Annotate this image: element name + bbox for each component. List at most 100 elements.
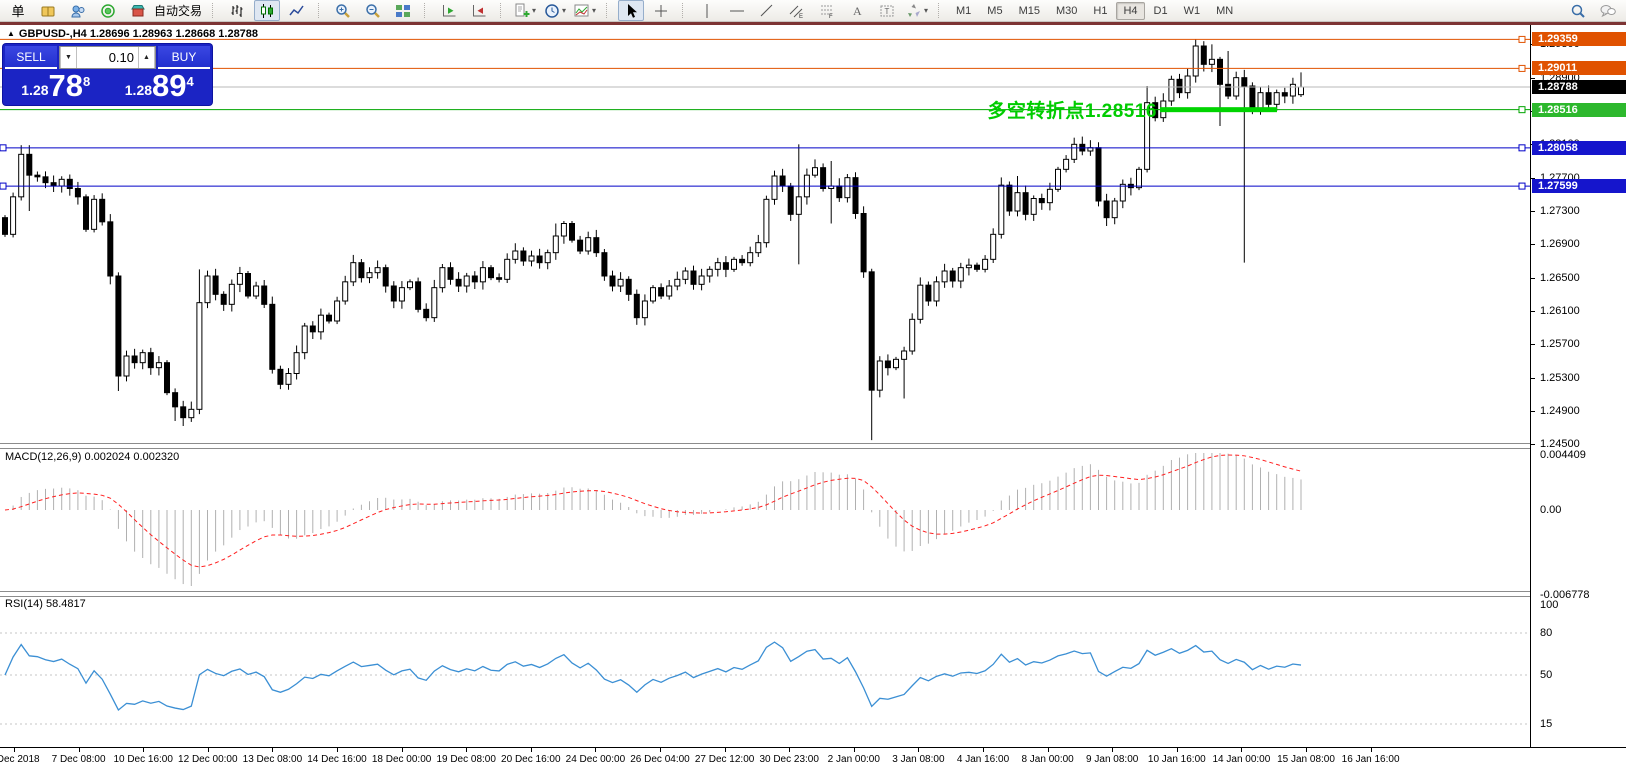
candle-body [617, 278, 624, 287]
line-handle [0, 182, 7, 190]
candle-body [350, 262, 357, 283]
macd-pane[interactable] [0, 449, 1530, 591]
toolbar-separator [606, 3, 610, 18]
candle-body [658, 287, 665, 297]
arrows-icon[interactable]: ▾ [904, 0, 930, 21]
periods-clock-icon[interactable]: ▾ [542, 0, 568, 21]
time-tick [78, 748, 80, 752]
sell-price[interactable]: 1.28 78 8 [5, 69, 107, 103]
price-tick-label: 1.25300 [1540, 371, 1580, 384]
rsi-label: RSI(14) 58.4817 [5, 598, 86, 610]
candle-body [714, 262, 721, 270]
candle-body [164, 362, 170, 394]
candle-body [107, 221, 114, 277]
candle-body [844, 177, 851, 199]
candle-body [569, 223, 575, 241]
hlines-layer [0, 35, 1530, 190]
sell-button[interactable]: SELL [5, 46, 57, 69]
pivot-annotation[interactable]: 多空转折点1.28516 [987, 101, 1157, 122]
candle-body [544, 252, 551, 264]
cursor-icon[interactable] [618, 0, 645, 21]
candle-body [884, 360, 891, 369]
new-template-icon[interactable]: ▾ [512, 0, 538, 21]
text-label-icon[interactable]: T [874, 0, 900, 21]
candle-body [836, 185, 843, 199]
candle-body [309, 325, 316, 333]
time-tick-label: 24 Dec 00:00 [565, 754, 626, 765]
buy-price[interactable]: 1.28 89 4 [109, 69, 211, 103]
candle-body [682, 270, 689, 280]
candle-body [698, 275, 705, 285]
orders-text-icon[interactable]: 单 [11, 4, 25, 19]
timeframe-h4-button[interactable]: H4 [1116, 1, 1145, 20]
accounts-icon[interactable] [65, 0, 91, 21]
timeframe-m1-button[interactable]: M1 [956, 4, 972, 17]
lot-size-input[interactable] [77, 47, 138, 68]
line-chart-icon[interactable] [284, 0, 310, 21]
timeframe-d1-button[interactable]: D1 [1153, 4, 1168, 17]
lot-decrease-button[interactable]: ▼ [60, 47, 77, 68]
zoom-out-icon[interactable] [360, 0, 386, 21]
time-tick [207, 748, 209, 752]
price-tick-label: 1.25700 [1540, 338, 1580, 351]
chart-shift-icon[interactable] [466, 0, 492, 21]
tile-windows-icon[interactable] [390, 0, 416, 21]
rsi-pane[interactable] [0, 595, 1530, 747]
toolbar-separator [424, 3, 428, 18]
price-tick [1531, 411, 1535, 412]
indicators-list-icon[interactable]: ▾ [572, 0, 598, 21]
rsi-pane-divider[interactable] [0, 591, 1626, 597]
time-axis[interactable]: 5 Dec 2018 7 Dec 08:00 10 Dec 16:00 12 Dec … [0, 747, 1626, 770]
candle-body [83, 196, 89, 230]
chat-icon[interactable] [1595, 0, 1621, 21]
candle-body [236, 273, 243, 285]
market-book-icon[interactable] [35, 0, 61, 21]
candle-body [601, 252, 608, 277]
price-axis[interactable]: 1.293001.289001.285001.281001.277001.273… [1530, 25, 1626, 747]
timeframe-m5-button[interactable]: M5 [987, 4, 1003, 17]
lot-increase-button[interactable]: ▲ [138, 47, 155, 68]
candle-body [957, 267, 964, 282]
crosshair-icon[interactable] [648, 0, 674, 21]
zoom-in-icon[interactable] [330, 0, 356, 21]
candle-body [949, 270, 956, 282]
price-tick-label: 1.26900 [1540, 238, 1580, 251]
candlestick-chart-icon[interactable] [254, 0, 281, 21]
candle-body [66, 178, 73, 189]
timeframe-h1-button[interactable]: H1 [1093, 4, 1108, 17]
horizontal-line-icon[interactable] [724, 0, 750, 21]
new-template-icon-dropdown[interactable]: ▾ [532, 6, 537, 15]
timeframe-mn-button[interactable]: MN [1216, 4, 1234, 17]
time-tick-label: 15 Jan 08:00 [1277, 754, 1335, 765]
candle-body [504, 258, 511, 280]
auto-scroll-icon[interactable] [436, 0, 462, 21]
time-tick [1241, 748, 1243, 752]
equidistant-channel-icon[interactable]: E [784, 0, 810, 21]
search-icon[interactable] [1565, 0, 1591, 21]
bar-chart-icon[interactable] [224, 0, 250, 21]
timeframe-w1-button[interactable]: W1 [1183, 4, 1201, 17]
candle-body [893, 358, 899, 369]
svg-text:T: T [885, 7, 890, 16]
signals-icon[interactable] [95, 0, 121, 21]
candle-body [933, 281, 940, 302]
candle-body [787, 185, 794, 215]
market-icon[interactable] [125, 0, 151, 21]
timeframe-m30-button[interactable]: M30 [1055, 4, 1078, 17]
trendline-icon[interactable] [754, 0, 780, 21]
timeframe-m15-button[interactable]: M15 [1018, 4, 1040, 17]
time-tick [143, 748, 145, 752]
vertical-line-icon[interactable] [694, 0, 720, 21]
indicators-list-icon-dropdown[interactable]: ▾ [592, 6, 597, 15]
candle-body [447, 267, 454, 280]
buy-button[interactable]: BUY [158, 46, 210, 69]
text-icon[interactable]: A [844, 0, 870, 21]
main-chart-pane[interactable] [0, 25, 1530, 443]
fibonacci-icon[interactable]: F [814, 0, 840, 21]
macd-pane-divider[interactable] [0, 443, 1626, 449]
candle-body [228, 283, 235, 305]
arrows-icon-dropdown[interactable]: ▾ [924, 6, 929, 15]
candle-body [536, 255, 543, 264]
periods-clock-icon-dropdown[interactable]: ▾ [562, 6, 567, 15]
